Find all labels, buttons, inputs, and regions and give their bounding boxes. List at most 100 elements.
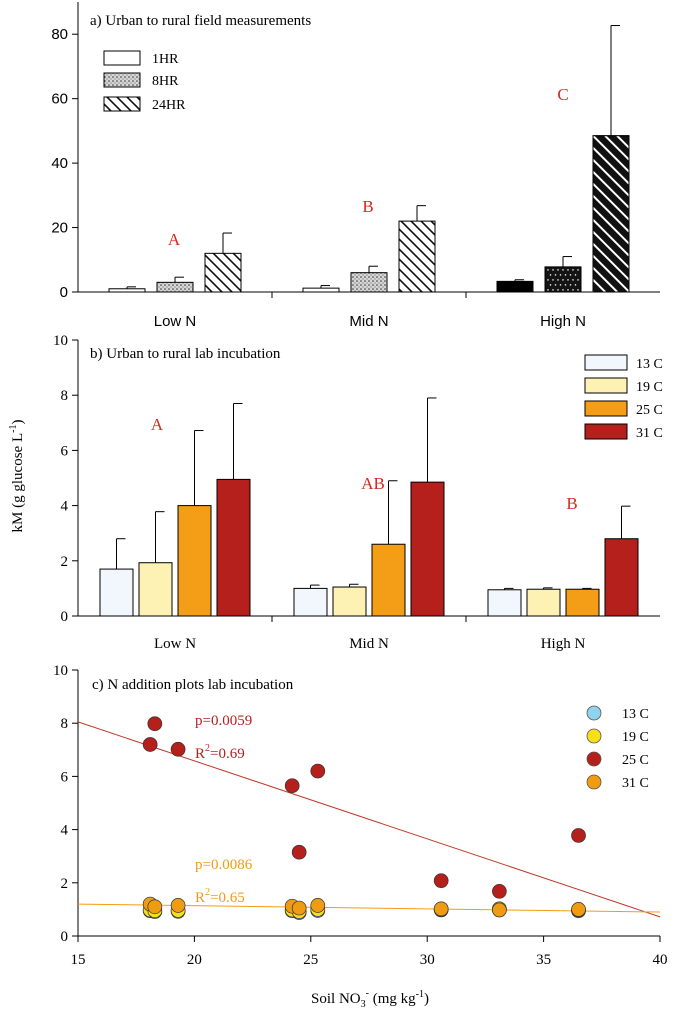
panel-a-low-n-24hr-bar bbox=[204, 252, 242, 293]
panel-a-high-n-8hr-dot bbox=[562, 269, 564, 271]
panel-a-title: a) Urban to rural field measurements bbox=[90, 13, 311, 29]
panel-a-category-mid-n: Mid N bbox=[349, 313, 388, 330]
panel-a-high-n-24hr-stripe bbox=[592, 219, 630, 257]
panel-a-high-n-8hr-dot bbox=[557, 289, 559, 291]
panel-a-high-n-8hr-dot bbox=[564, 284, 567, 286]
point-25-c-8 bbox=[571, 828, 586, 843]
panel-a-letter-high: C bbox=[557, 85, 568, 104]
point-25-c-3 bbox=[284, 778, 300, 794]
legend-swatch-8hr bbox=[103, 72, 141, 88]
point-25-c-5 bbox=[310, 763, 326, 779]
panel-a-high-n-8hr-dot bbox=[572, 279, 574, 281]
panel-a-high-n-8hr-dot bbox=[577, 289, 579, 291]
x-label-tail: (mg kg bbox=[369, 991, 416, 1007]
panel-b-letter-low: A bbox=[151, 415, 164, 434]
panel-a-high-n-8hr-dot bbox=[572, 289, 574, 291]
panel-a-ytick-label-60: 60 bbox=[51, 91, 68, 108]
panel-a-low-n-8hr-bar bbox=[156, 281, 194, 293]
legend-swatch-31c bbox=[584, 423, 628, 440]
legend-label-31c: 31 C bbox=[636, 426, 663, 441]
panel-a-high-n-24hr-stripe bbox=[604, 135, 630, 161]
panel-b-high-n-31-c-bar bbox=[604, 538, 639, 617]
panel-b-high-n-13-c-bar bbox=[487, 589, 522, 617]
panel-b-high-n-19-c-bar bbox=[526, 588, 561, 617]
panel-a-high-n-24hr-stripe bbox=[592, 231, 630, 269]
panel-a-high-n-24hr-stripe bbox=[592, 255, 630, 293]
panel-b-category-mid-n: Mid N bbox=[349, 636, 389, 652]
panel-b-low-n-25-c-bar bbox=[177, 505, 212, 617]
panel-a-high-n-1hr-bar bbox=[496, 280, 534, 293]
panel-a-high-n-24hr-stripe bbox=[592, 243, 630, 281]
legend-label-25c: 25 C bbox=[636, 403, 663, 418]
panel-a-legend: 1HR 8HR 24HR bbox=[103, 50, 186, 113]
fit-25c-r2-sup: 2 bbox=[205, 743, 210, 754]
panel-b-mid-n-31-c-bar bbox=[410, 481, 445, 617]
panel-a-category-high-n: High N bbox=[540, 313, 586, 330]
panel-a-high-n-8hr-dot bbox=[547, 269, 549, 271]
panel-a-high-n-8hr-dot bbox=[559, 274, 562, 276]
legend-swatch-19c bbox=[584, 377, 628, 394]
panel-b-legend: 13 C 19 C 25 C 31 C bbox=[584, 354, 663, 441]
panel-c-ytick-label-0: 0 bbox=[61, 929, 69, 945]
panel-c: 0 2 4 6 8 10 15 20 25 30 35 40 c) N addition plots … bbox=[53, 663, 668, 1009]
x-label-end: ) bbox=[424, 991, 429, 1007]
fit-25c-r2-label: R bbox=[195, 746, 205, 762]
point-31-c-6 bbox=[433, 901, 449, 917]
panel-c-xtick-label-25: 25 bbox=[303, 952, 318, 968]
panel-a-high-n-8hr-dot bbox=[559, 284, 562, 286]
panel-a-high-n-24hr-outline bbox=[592, 135, 630, 293]
panel-a-high-n-24hr-stripe bbox=[592, 279, 606, 293]
panel-b-ytick-label-4: 4 bbox=[61, 499, 69, 515]
point-31-c-5 bbox=[310, 898, 326, 913]
panel-a-high-n-8hr-dot bbox=[564, 274, 567, 276]
panel-a-letter-mid: B bbox=[362, 197, 373, 216]
point-31-c-2 bbox=[170, 898, 186, 913]
panel-a-high-n-8hr-dot bbox=[552, 269, 554, 271]
panel-c-ytick-label-4: 4 bbox=[61, 823, 69, 839]
point-25-c-0 bbox=[147, 716, 163, 732]
panel-c-xtick-label-15: 15 bbox=[71, 952, 86, 968]
legend-label-13c-scatter: 13 C bbox=[622, 707, 649, 722]
point-31-c-1 bbox=[147, 899, 163, 915]
panel-a-high-n-8hr-dot bbox=[552, 279, 554, 281]
point-31-c-7 bbox=[492, 902, 507, 918]
fit-25c-r2: R2=0.69 bbox=[195, 743, 245, 762]
panel-a-ytick-label-0: 0 bbox=[60, 284, 68, 301]
legend-label-25c-scatter: 25 C bbox=[622, 753, 649, 768]
x-label-sup2: -1 bbox=[416, 989, 424, 1000]
panel-a-ytick-label-40: 40 bbox=[51, 155, 68, 172]
x-label-sub: 3 bbox=[361, 999, 366, 1009]
panel-b-ytick-label-10: 10 bbox=[53, 333, 68, 349]
panel-a-high-n-24hr-stripe bbox=[592, 159, 630, 197]
fit-25c-r2-value: =0.69 bbox=[210, 746, 245, 762]
panel-a-high-n-8hr-dot bbox=[549, 274, 552, 276]
panel-a-mid-n-8hr-bar bbox=[350, 272, 388, 293]
fit-line-25-c bbox=[77, 721, 661, 918]
panel-c-ytick-label-10: 10 bbox=[53, 663, 68, 679]
panel-a-high-n-8hr-dot bbox=[572, 269, 574, 271]
panel-c-ytick-label-2: 2 bbox=[61, 876, 69, 892]
panel-a-high-n-8hr-dot bbox=[554, 274, 557, 276]
panel-a-high-n-8hr-dot bbox=[577, 269, 579, 271]
legend-swatch-1hr bbox=[103, 50, 141, 66]
point-31-c-4 bbox=[291, 900, 307, 916]
legend-label-19c-scatter: 19 C bbox=[622, 730, 649, 745]
panel-c-xtick-label-40: 40 bbox=[653, 952, 668, 968]
legend-swatch-13c bbox=[584, 354, 628, 371]
point-25-c-2 bbox=[170, 741, 186, 757]
point-25-c-7 bbox=[492, 883, 507, 899]
panel-b-low-n-13-c-bar bbox=[99, 568, 134, 617]
legend-marker-19c bbox=[586, 728, 602, 744]
panel-a-bars bbox=[108, 25, 630, 293]
panel-a: 0 20 40 60 80 Low N Mid N High N a) Urban to ru… bbox=[51, 2, 660, 330]
panel-b-y-label-close: ) bbox=[10, 420, 26, 425]
panel-a-mid-n-1hr-bar bbox=[302, 287, 340, 293]
panel-a-high-n-8hr-dot bbox=[557, 269, 559, 271]
panel-b: 0 2 4 6 8 10 Low N Mid N High N b) Urban to rura… bbox=[8, 333, 663, 652]
legend-swatch-25c bbox=[584, 400, 628, 417]
panel-c-xtick-label-30: 30 bbox=[420, 952, 435, 968]
panel-a-high-n-8hr-dot bbox=[554, 284, 557, 286]
legend-marker-25c bbox=[586, 751, 602, 767]
legend-label-1hr: 1HR bbox=[152, 52, 179, 67]
